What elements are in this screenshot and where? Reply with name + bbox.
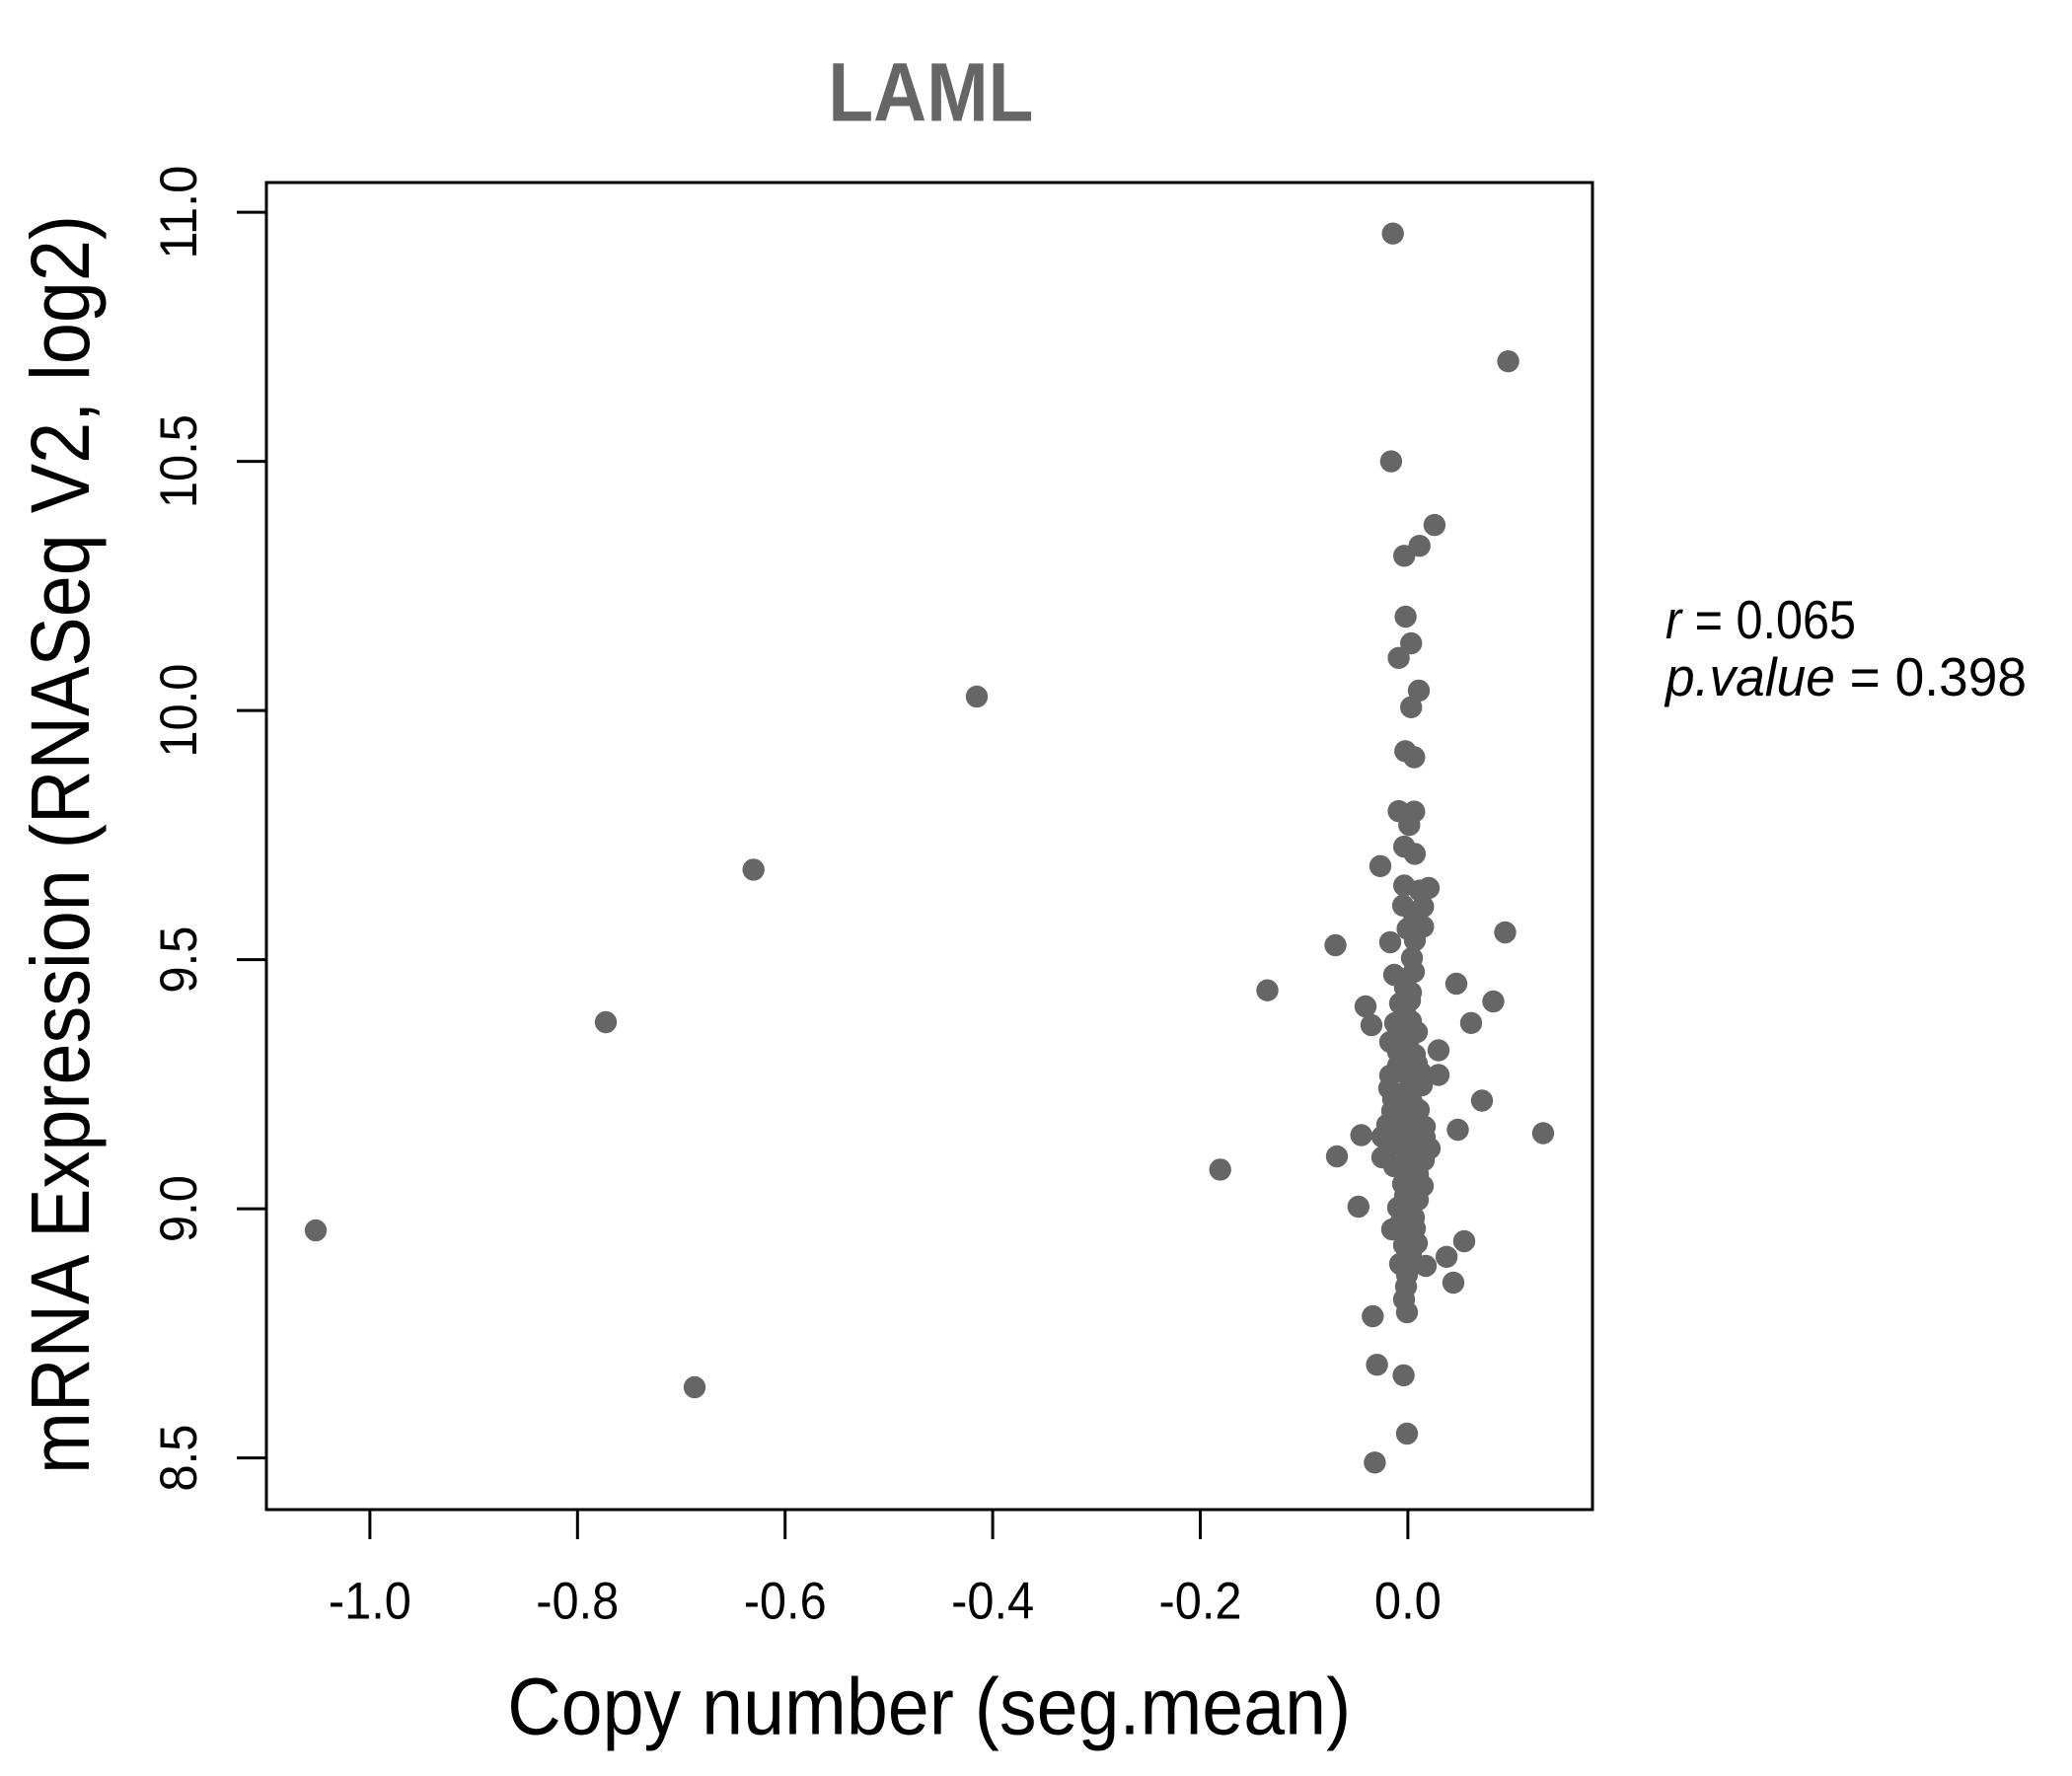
svg-text:Copy number (seg.mean): Copy number (seg.mean) xyxy=(507,1663,1351,1752)
svg-text:-0.4: -0.4 xyxy=(951,1573,1034,1631)
svg-text:-0.6: -0.6 xyxy=(744,1573,827,1631)
svg-text:p.value = 0.398: p.value = 0.398 xyxy=(1664,646,2027,707)
svg-text:r = 0.065: r = 0.065 xyxy=(1665,589,1856,650)
svg-text:8.5: 8.5 xyxy=(150,1425,208,1492)
svg-text:-1.0: -1.0 xyxy=(329,1573,411,1631)
svg-text:mRNA Expression (RNASeq V2, lo: mRNA Expression (RNASeq V2, log2) xyxy=(14,215,107,1474)
svg-text:-0.8: -0.8 xyxy=(536,1573,619,1631)
svg-text:0.0: 0.0 xyxy=(1374,1573,1442,1631)
svg-text:10.0: 10.0 xyxy=(150,664,208,758)
svg-text:-0.2: -0.2 xyxy=(1159,1573,1242,1631)
svg-text:10.5: 10.5 xyxy=(150,414,208,508)
svg-text:9.0: 9.0 xyxy=(150,1175,208,1242)
svg-text:LAML: LAML xyxy=(828,46,1033,139)
svg-text:9.5: 9.5 xyxy=(150,926,208,994)
svg-text:11.0: 11.0 xyxy=(150,166,208,259)
